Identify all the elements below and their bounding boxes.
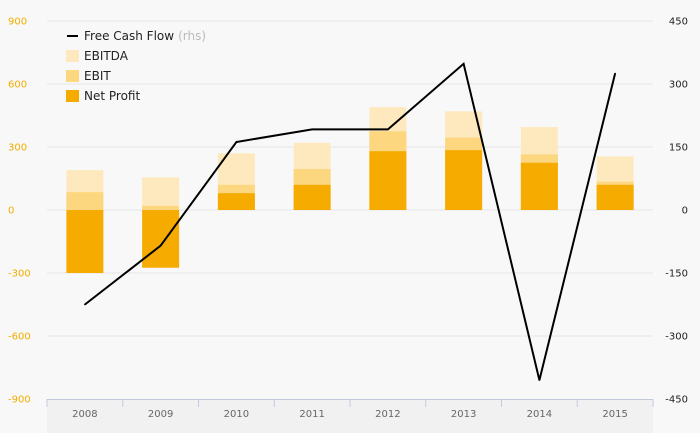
line-point-free-cash-flow: [538, 379, 541, 381]
line-point-free-cash-flow: [462, 63, 465, 65]
bar-net-profit: [445, 150, 483, 210]
y-right-tick-label: 300: [669, 80, 688, 91]
line-point-free-cash-flow: [159, 244, 162, 247]
line-point-free-cash-flow: [235, 141, 238, 143]
legend-label-suffix: (rhs): [178, 29, 206, 43]
line-point-free-cash-flow: [614, 72, 616, 75]
legend-swatch: [66, 70, 79, 82]
legend-label: EBIT: [84, 69, 111, 83]
y-left-tick-label: 600: [8, 80, 27, 91]
line-free-cash-flow: [84, 61, 617, 381]
y-left-tick-label: 300: [8, 143, 27, 154]
bar-ebit: [66, 192, 104, 210]
legend-swatch: [66, 90, 79, 102]
bar-net-profit: [217, 193, 255, 210]
legend-swatch: [66, 50, 79, 62]
bar-net-profit: [369, 151, 407, 210]
y-left-tick-label: 0: [8, 206, 14, 217]
x-tick-label: 2012: [375, 409, 400, 420]
x-tick-label: 2010: [224, 409, 249, 420]
x-tick-label: 2014: [527, 409, 552, 420]
bar-net-profit: [66, 210, 104, 273]
x-tick-label: 2011: [299, 409, 324, 420]
x-tick-label: 2013: [451, 409, 476, 420]
y-left-tick-label: -300: [8, 269, 31, 280]
bar-net-profit: [596, 184, 634, 210]
bar-ebitda: [142, 177, 180, 210]
x-tick-label: 2008: [72, 409, 97, 420]
line-point-free-cash-flow: [387, 128, 389, 131]
y-right-tick-label: 150: [669, 143, 688, 154]
y-right-tick-label: -450: [665, 395, 688, 406]
legend-label: Net Profit: [84, 89, 140, 103]
y-left-tick-label: -600: [8, 332, 31, 343]
y-right-tick-label: -300: [665, 332, 688, 343]
line-point-free-cash-flow: [84, 303, 86, 306]
y-left-tick-label: 900: [8, 17, 27, 28]
legend-label: EBITDA: [84, 49, 129, 63]
x-tick-label: 2009: [148, 409, 173, 420]
y-right-tick-label: 450: [669, 17, 688, 28]
bar-net-profit: [293, 184, 331, 210]
x-tick-label: 2015: [602, 409, 627, 420]
bar-net-profit: [142, 210, 180, 268]
bar-ebit: [142, 205, 180, 210]
y-left-tick-label: -900: [8, 395, 31, 406]
y-right-tick-label: 0: [682, 206, 688, 217]
bar-net-profit: [520, 162, 558, 210]
line-point-free-cash-flow: [311, 128, 313, 131]
legend-label: Free Cash Flow: [84, 29, 174, 43]
y-right-tick-label: -150: [665, 269, 688, 280]
